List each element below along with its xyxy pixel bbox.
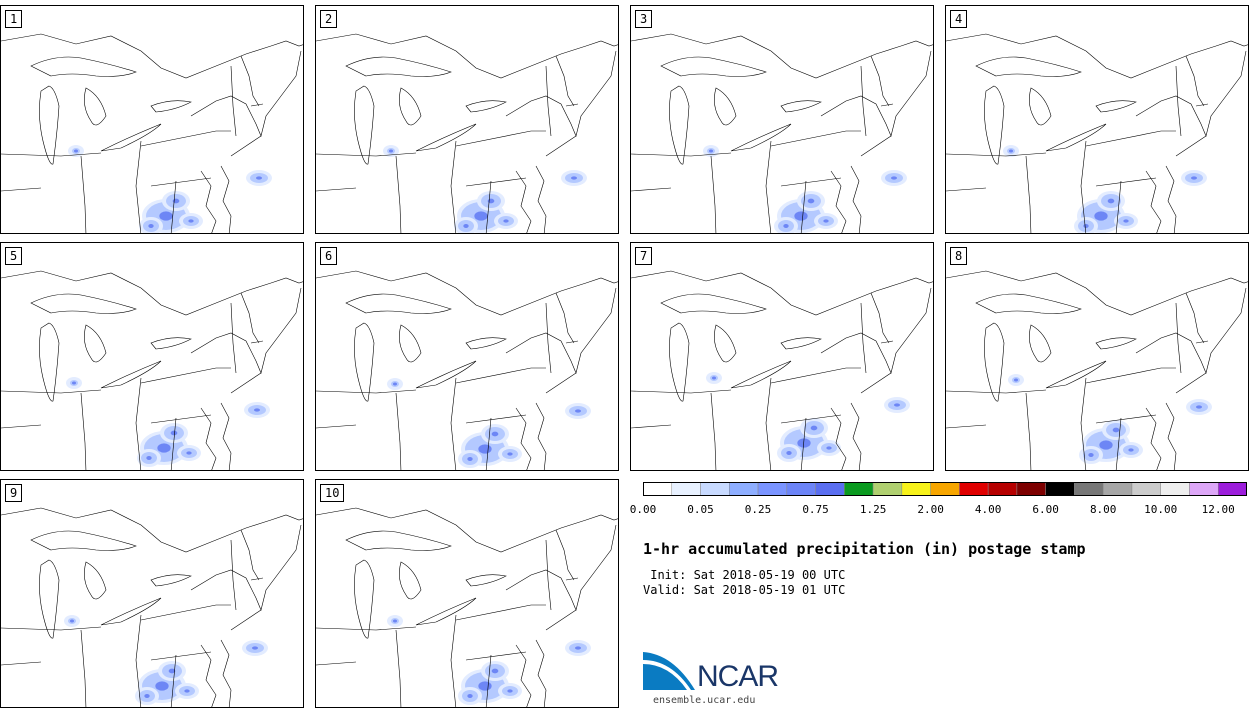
- colorbar-swatch: [872, 482, 903, 496]
- colorbar-tick-label: 4.00: [974, 503, 1002, 516]
- panel-number: 9: [5, 484, 23, 502]
- map-panel-4: 4: [945, 5, 1249, 234]
- colorbar-tick-label: 8.00: [1089, 503, 1117, 516]
- panel-number: 4: [950, 10, 968, 28]
- colorbar-swatch: [930, 482, 960, 496]
- map-panel-3: 3: [630, 5, 934, 234]
- map-panel-5: 5: [0, 242, 304, 471]
- colorbar-swatch: [901, 482, 931, 496]
- colorbar-swatch: [815, 482, 845, 496]
- colorbar-border: [643, 482, 1247, 496]
- panel-number: 8: [950, 247, 968, 265]
- ncar-logo-text: NCAR: [697, 660, 779, 693]
- valid-time: Valid: Sat 2018-05-19 01 UTC: [643, 583, 846, 597]
- site-url: ensemble.ucar.edu: [653, 695, 756, 706]
- colorbar-swatch: [1189, 482, 1219, 496]
- colorbar-tick-label: 1.25: [859, 503, 887, 516]
- colorbar-swatch: [1074, 482, 1104, 496]
- colorbar-tick-label: 0.00: [629, 503, 657, 516]
- chart-title: 1-hr accumulated precipitation (in) post…: [643, 540, 1086, 558]
- colorbar-swatch: [700, 482, 730, 496]
- colorbar-swatch: [757, 482, 788, 496]
- colorbar-swatch: [643, 482, 673, 496]
- map-panel-8: 8: [945, 242, 1249, 471]
- map-panel-2: 2: [315, 5, 619, 234]
- ncar-logo-icon: [643, 652, 695, 691]
- colorbar-swatch: [1160, 482, 1190, 496]
- map-panel-6: 6: [315, 242, 619, 471]
- colorbar-swatch: [1217, 482, 1247, 496]
- colorbar-tick-label: 0.75: [802, 503, 829, 516]
- colorbar-swatch: [1016, 482, 1046, 496]
- panel-number: 6: [320, 247, 338, 265]
- panel-number: 10: [320, 484, 345, 502]
- map-panel-1: 1: [0, 5, 304, 234]
- colorbar-swatch: [987, 482, 1018, 496]
- colorbar-tick-label: 0.25: [744, 503, 772, 516]
- init-time: Init: Sat 2018-05-19 00 UTC: [643, 568, 846, 582]
- panel-number: 7: [635, 247, 653, 265]
- colorbar-swatch: [786, 482, 816, 496]
- map-panel-7: 7: [630, 242, 934, 471]
- colorbar-swatch: [671, 482, 701, 496]
- colorbar-swatch: [1131, 482, 1161, 496]
- colorbar-tick-label: 12.00: [1201, 503, 1235, 516]
- colorbar-tick-label: 10.00: [1144, 503, 1178, 516]
- map-panel-9: 9: [0, 479, 304, 708]
- panel-number: 5: [5, 247, 23, 265]
- colorbar-swatch: [729, 482, 759, 496]
- map-panel-10: 10: [315, 479, 619, 708]
- colorbar-tick-label: 0.05: [687, 503, 714, 516]
- panel-number: 3: [635, 10, 653, 28]
- panel-number: 2: [320, 10, 338, 28]
- colorbar-swatch: [1102, 482, 1133, 496]
- colorbar-swatch: [844, 482, 874, 496]
- colorbar-tick-label: 2.00: [917, 503, 944, 516]
- colorbar-swatch: [959, 482, 989, 496]
- panel-number: 1: [5, 10, 23, 28]
- precip-colorbar: [643, 482, 1247, 496]
- colorbar-swatch: [1045, 482, 1075, 496]
- colorbar-tick-label: 6.00: [1032, 503, 1059, 516]
